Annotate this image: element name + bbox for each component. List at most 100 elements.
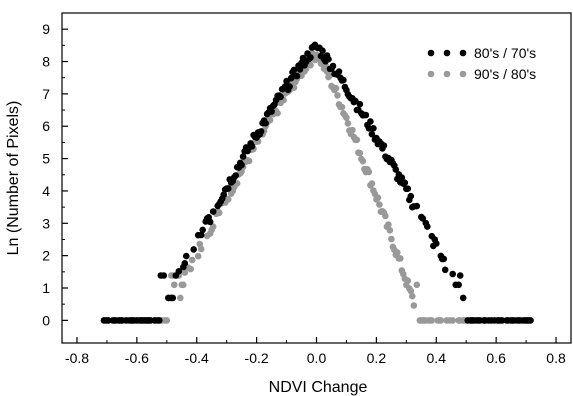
data-point <box>206 218 214 226</box>
data-point <box>248 143 256 150</box>
data-point <box>224 196 232 203</box>
data-point <box>368 130 376 138</box>
data-point <box>340 76 347 84</box>
x-tick-label: 0.4 <box>427 350 447 366</box>
x-tick-label: 0.0 <box>307 350 327 366</box>
data-point <box>268 108 275 115</box>
data-point <box>407 192 415 200</box>
data-point <box>455 281 463 289</box>
data-point <box>290 66 298 74</box>
data-point <box>368 180 376 187</box>
data-point <box>343 114 350 121</box>
x-tick-label: 0.6 <box>486 350 506 366</box>
data-point <box>156 317 163 324</box>
data-point <box>319 47 326 54</box>
legend-marker <box>443 70 451 78</box>
data-point <box>177 294 184 302</box>
data-point <box>349 126 356 134</box>
data-point <box>277 93 284 101</box>
data-point <box>404 185 412 192</box>
data-point <box>163 317 171 324</box>
x-tick-label: -0.4 <box>185 350 209 366</box>
x-axis-title: NDVI Change <box>269 379 368 396</box>
data-point <box>428 317 436 324</box>
data-point <box>388 235 395 243</box>
y-tick-label: 3 <box>42 215 50 231</box>
data-point <box>398 174 406 181</box>
data-point <box>325 55 332 63</box>
data-point <box>209 208 217 215</box>
data-point <box>382 212 389 220</box>
y-tick-label: 8 <box>42 54 50 70</box>
data-point <box>370 125 377 132</box>
data-point <box>187 265 194 273</box>
data-point <box>169 294 177 302</box>
data-point <box>197 245 205 253</box>
data-point <box>380 142 388 149</box>
y-tick-label: 2 <box>42 248 50 264</box>
data-point <box>338 103 346 111</box>
legend-marker <box>459 70 467 78</box>
data-point <box>449 270 457 278</box>
x-tick-label: -0.8 <box>65 350 89 366</box>
data-point <box>362 111 370 119</box>
data-point <box>407 287 415 295</box>
data-point <box>397 255 404 262</box>
data-point <box>199 226 206 234</box>
data-point <box>527 317 534 324</box>
legend-marker <box>459 49 467 57</box>
y-axis-title: Ln (Number of Pixels) <box>5 101 22 256</box>
data-point <box>175 268 183 275</box>
data-point <box>459 294 467 302</box>
data-points <box>100 41 534 324</box>
data-point <box>257 128 265 135</box>
legend-marker <box>427 49 435 57</box>
data-point <box>359 157 367 165</box>
data-point <box>190 246 197 253</box>
data-point <box>286 83 293 90</box>
y-tick-label: 9 <box>42 21 50 37</box>
data-point <box>232 172 239 179</box>
axis-ticks <box>62 28 557 343</box>
y-tick-label: 1 <box>42 280 50 296</box>
data-point <box>404 277 412 285</box>
data-point <box>441 266 449 274</box>
x-tick-label: -0.6 <box>125 350 149 366</box>
data-point <box>171 281 178 289</box>
legend-marker <box>427 70 435 78</box>
data-point <box>334 92 341 99</box>
legend-label: 80's / 70's <box>474 45 536 61</box>
data-point <box>356 100 364 108</box>
data-point <box>307 54 314 61</box>
data-point <box>413 202 421 210</box>
data-point <box>332 84 340 92</box>
y-tick-label: 6 <box>42 118 50 134</box>
y-tick-label: 7 <box>42 86 50 102</box>
data-point <box>410 302 418 309</box>
data-point <box>181 260 189 267</box>
data-point <box>365 168 373 176</box>
data-point <box>160 272 168 279</box>
data-point <box>293 72 301 80</box>
data-point <box>385 221 392 228</box>
x-tick-labels: -0.8 -0.6 -0.4 -0.2 0.0 0.2 0.4 0.6 0.8 <box>65 350 566 366</box>
y-tick-label: 0 <box>42 312 50 328</box>
y-tick-label: 4 <box>42 183 50 199</box>
data-point <box>262 119 269 127</box>
data-point <box>220 191 227 198</box>
data-point <box>449 317 457 324</box>
x-tick-label: -0.2 <box>245 350 269 366</box>
y-tick-labels: 0 1 2 3 4 5 6 7 8 9 <box>42 21 50 328</box>
data-point <box>356 149 364 157</box>
data-point <box>437 317 445 324</box>
data-point <box>239 153 247 160</box>
data-point <box>386 227 394 234</box>
x-tick-label: 0.2 <box>367 350 387 366</box>
data-point <box>181 269 189 276</box>
data-point <box>401 179 409 186</box>
data-point <box>353 136 361 144</box>
data-point <box>424 223 431 230</box>
data-point <box>392 166 400 173</box>
data-point <box>296 66 304 73</box>
data-point <box>433 240 440 247</box>
